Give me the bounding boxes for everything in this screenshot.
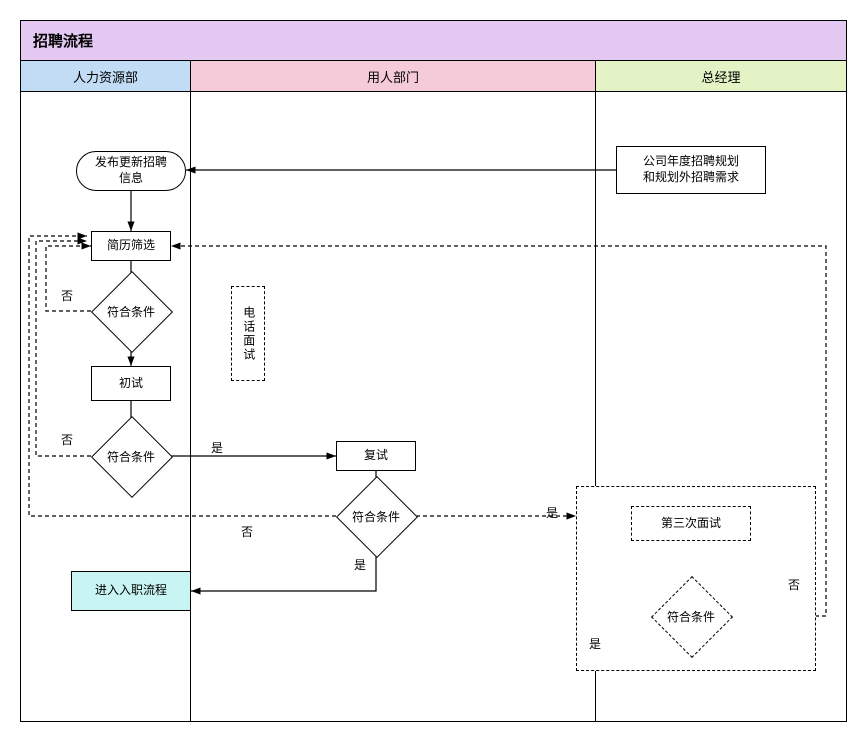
node-cond1-label: 符合条件 <box>91 286 171 336</box>
edge-label-cond4-onboard: 是 <box>589 635 601 652</box>
node-third: 第三次面试 <box>631 506 751 541</box>
edge-label-cond1-screen: 否 <box>61 287 73 304</box>
node-cond1: 符合条件 <box>91 286 171 336</box>
node-onboard: 进入入职流程 <box>71 571 191 611</box>
node-screen: 简历筛选 <box>91 231 171 261</box>
edge-label-cond2-retest: 是 <box>211 439 223 456</box>
node-publish: 发布更新招聘 信息 <box>76 151 186 191</box>
edge-label-cond3-screen: 否 <box>241 523 253 540</box>
node-cond3: 符合条件 <box>336 491 416 541</box>
lane-header-hr: 人力资源部 <box>21 61 191 91</box>
node-cond3-label: 符合条件 <box>336 491 416 541</box>
node-phone-label: 电话面试 <box>240 306 256 362</box>
flowchart-container: 招聘流程 人力资源部用人部门总经理 发布更新招聘 信息 公司年度招聘规划 和规划外… <box>20 20 847 722</box>
diagram-title: 招聘流程 <box>21 21 846 61</box>
lane-header-gm: 总经理 <box>596 61 846 91</box>
node-cond2: 符合条件 <box>91 431 171 481</box>
edge-label-cond2-screen: 否 <box>61 431 73 448</box>
lane-headers: 人力资源部用人部门总经理 <box>21 61 846 92</box>
node-cond2-label: 符合条件 <box>91 431 171 481</box>
node-cond4-label: 符合条件 <box>651 591 731 641</box>
node-first: 初试 <box>91 366 171 401</box>
node-cond4: 符合条件 <box>651 591 731 641</box>
node-retest: 复试 <box>336 441 416 471</box>
node-phone: 电话面试 <box>231 286 265 381</box>
lane-header-dept: 用人部门 <box>191 61 596 91</box>
edge-label-cond4-screen: 否 <box>788 576 800 593</box>
nodes-layer: 发布更新招聘 信息公司年度招聘规划 和规划外招聘需求简历筛选符合条件初试符合条件… <box>21 91 846 721</box>
edge-label-cond3-gm_group: 是 <box>546 504 558 521</box>
node-plan: 公司年度招聘规划 和规划外招聘需求 <box>616 146 766 194</box>
edge-label-cond3-onboard: 是 <box>354 556 366 573</box>
